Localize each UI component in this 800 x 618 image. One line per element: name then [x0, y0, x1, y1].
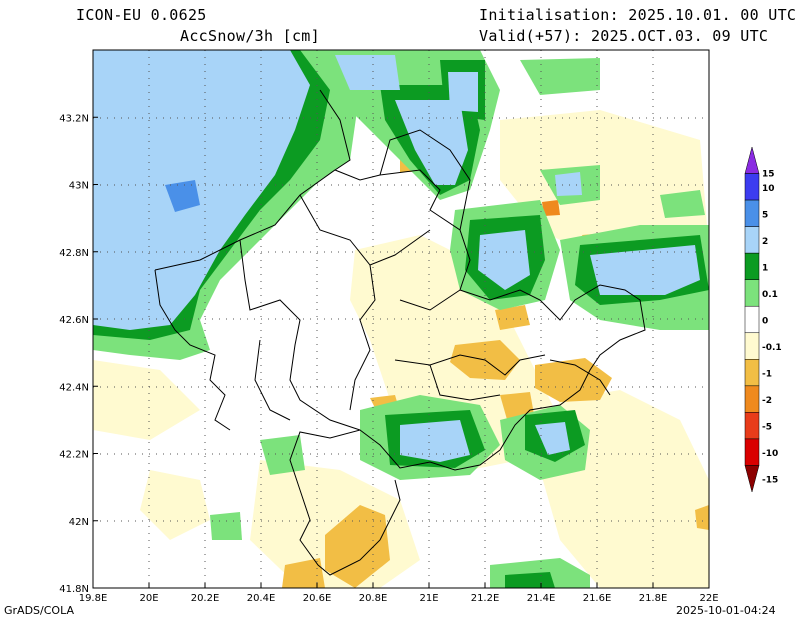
legend-label: -15	[762, 476, 778, 486]
legend-label: -5	[762, 423, 772, 433]
borders	[154, 89, 646, 576]
legend-swatch	[744, 173, 760, 201]
snow-field	[93, 50, 709, 588]
legend-label: 10	[762, 184, 775, 194]
legend-label: 15	[762, 170, 775, 180]
legend-label: -0.1	[762, 343, 782, 353]
x-tick-label: 20.6E	[303, 593, 332, 604]
y-tick-label: 42.4N	[59, 382, 89, 393]
x-tick-label: 19.8E	[79, 593, 108, 604]
legend-swatch	[744, 279, 760, 307]
y-tick-label: 43N	[69, 181, 89, 192]
y-tick-label: 41.8N	[59, 584, 89, 595]
legend-label: 2	[762, 237, 768, 247]
x-tick-label: 21.4E	[527, 593, 556, 604]
legend-label: 5	[762, 210, 768, 220]
credit-text: GrADS/COLA	[4, 604, 74, 617]
color-legend: 15 10 5 2 1 0.1 0 -0.1 -1 -2 -5 -10 -15	[744, 146, 782, 493]
x-tick-label: 20.8E	[359, 593, 388, 604]
legend-swatch	[744, 252, 760, 280]
y-tick-label: 43.2N	[59, 113, 89, 124]
field-title: AccSnow/3h [cm]	[180, 27, 320, 45]
legend-label: 0.1	[762, 290, 778, 300]
x-tick-label: 21.8E	[639, 593, 668, 604]
legend-swatch	[744, 438, 760, 466]
legend-label: -2	[762, 396, 772, 406]
timestamp-text: 2025-10-01-04:24	[676, 604, 776, 617]
legend-label: -1	[762, 370, 772, 380]
grid-lines	[93, 50, 709, 588]
legend-swatch	[744, 146, 760, 174]
y-tick-label: 42.2N	[59, 450, 89, 461]
valid-time: Valid(+57): 2025.OCT.03. 09 UTC	[479, 27, 769, 45]
x-tick-label: 21E	[419, 593, 438, 604]
legend-swatch	[744, 332, 760, 360]
axis-labels: 19.8E 20E 20.2E 20.4E 20.6E 20.8E 21E 21.2E 21.4…	[59, 113, 718, 604]
x-tick-label: 20.2E	[191, 593, 220, 604]
legend-swatch	[744, 226, 760, 254]
y-tick-label: 42N	[69, 517, 89, 528]
x-tick-label: 20.4E	[247, 593, 276, 604]
x-tick-label: 20E	[139, 593, 158, 604]
y-tick-label: 42.8N	[59, 248, 89, 259]
x-tick-label: 21.2E	[471, 593, 500, 604]
legend-label: -10	[762, 449, 778, 459]
y-tick-label: 42.6N	[59, 315, 89, 326]
legend-swatch	[744, 199, 760, 227]
model-title: ICON-EU 0.0625	[76, 6, 207, 24]
legend-swatch	[744, 359, 760, 387]
legend-swatch	[744, 305, 760, 334]
legend-label: 1	[762, 263, 768, 273]
init-time: Initialisation: 2025.10.01. 00 UTC	[479, 6, 797, 24]
legend-swatch	[744, 412, 760, 440]
x-tick-label: 21.6E	[583, 593, 612, 604]
legend-swatch	[744, 465, 760, 493]
legend-label: 0	[762, 317, 768, 327]
legend-swatch	[744, 385, 760, 413]
x-tick-label: 22E	[699, 593, 718, 604]
